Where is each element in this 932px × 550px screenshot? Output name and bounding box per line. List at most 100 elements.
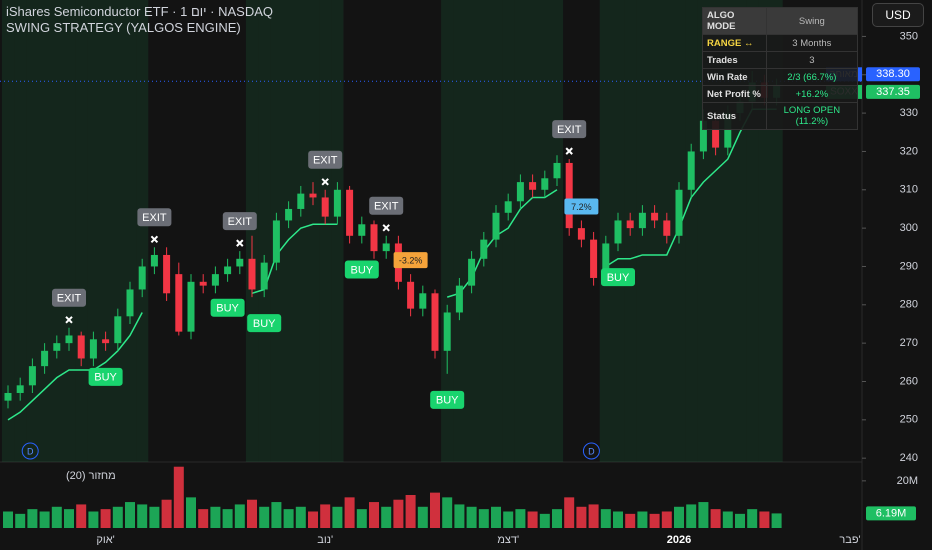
candle-body xyxy=(455,285,463,313)
volume-bar xyxy=(613,511,623,528)
long-band xyxy=(599,0,612,462)
y-tick-label: 270 xyxy=(900,337,918,349)
long-band xyxy=(453,0,466,462)
long-band xyxy=(111,0,124,462)
candle-body xyxy=(16,385,24,393)
table-cell: ALGO MODE xyxy=(702,7,767,35)
candle-body xyxy=(150,254,158,267)
volume-bar xyxy=(64,509,74,528)
table-cell: LONG OPEN (11.2%) xyxy=(765,102,859,130)
candle-body xyxy=(590,239,598,278)
candle-body xyxy=(370,224,378,252)
candle-body xyxy=(407,281,415,309)
long-band xyxy=(550,0,564,462)
candle-body xyxy=(480,239,488,259)
currency-button[interactable]: USD xyxy=(872,3,924,27)
volume-bar xyxy=(393,499,404,528)
candle-body xyxy=(468,258,476,286)
candle-body xyxy=(163,254,171,294)
signal-box xyxy=(137,208,172,227)
volume-bar xyxy=(161,499,172,528)
volume-bar xyxy=(149,506,160,528)
y-tick-label: 250 xyxy=(900,414,918,426)
header: iShares Semiconductor ETF · 1 יום · NASD… xyxy=(6,4,273,36)
subtitle: SWING STRATEGY (YALGOS ENGINE) xyxy=(6,20,241,35)
volume-bar xyxy=(527,511,538,528)
table-cell: 3 xyxy=(765,51,859,69)
volume-tag xyxy=(866,506,916,521)
candle-body xyxy=(309,193,317,198)
signal-box xyxy=(308,150,343,169)
signal-box xyxy=(552,120,587,139)
long-band xyxy=(14,0,27,462)
signal-label: EXIT xyxy=(142,212,167,224)
signal-label: BUY xyxy=(94,372,117,384)
candle-body xyxy=(504,201,512,213)
long-band xyxy=(245,0,259,462)
price-tag xyxy=(866,67,920,82)
candle-body xyxy=(699,120,707,152)
candle-body xyxy=(577,228,585,240)
candle-body xyxy=(211,274,219,286)
volume-bar xyxy=(137,504,148,528)
y-tick-label: 240 xyxy=(900,452,918,464)
candle-body xyxy=(614,220,622,244)
trade-result-box xyxy=(393,252,428,269)
volume-bar xyxy=(173,466,184,528)
exit-cross xyxy=(65,316,73,324)
candle-body xyxy=(663,220,671,236)
candle-body xyxy=(553,162,561,179)
candle-body xyxy=(114,316,122,344)
volume-bar xyxy=(539,513,550,528)
table-row: Win Rate 2/3 (66.7%) xyxy=(702,68,859,86)
candle-body xyxy=(260,262,268,290)
candle-body xyxy=(541,178,549,190)
table-cell: Trades xyxy=(702,51,767,69)
candle-body xyxy=(187,281,195,332)
candle-body xyxy=(236,258,244,267)
signal-label: BUY xyxy=(350,264,373,276)
x-tick-label: 2026 xyxy=(667,534,691,546)
candle-body xyxy=(492,212,500,240)
volume-bar xyxy=(51,506,62,528)
volume-bar xyxy=(588,504,599,528)
volume-bar xyxy=(234,504,245,528)
volume-bar xyxy=(625,513,636,528)
volume-bar xyxy=(661,511,672,528)
title: iShares Semiconductor ETF · 1 יום · NASD… xyxy=(6,4,274,19)
volume-bar xyxy=(637,511,648,528)
long-band xyxy=(50,0,63,462)
signal-label: EXIT xyxy=(313,155,338,167)
candle-body xyxy=(516,182,524,202)
candle-body xyxy=(297,193,305,209)
volume-bar xyxy=(320,504,331,528)
volume-bar xyxy=(381,506,392,528)
candle-body xyxy=(285,208,293,221)
candle-body xyxy=(602,243,610,278)
volume-bar xyxy=(271,502,282,528)
trailing-stop-line xyxy=(7,312,143,421)
long-band xyxy=(319,0,332,462)
x-tick-label: נוב' xyxy=(317,534,333,546)
y-tick-label: 350 xyxy=(900,30,918,42)
candle-body xyxy=(77,335,85,359)
candle-body xyxy=(53,343,61,351)
y-tick-label: 300 xyxy=(900,222,918,234)
x-tick-label: פבר' xyxy=(839,534,860,546)
candle-body xyxy=(224,266,232,275)
candle-body xyxy=(529,182,537,190)
volume-bar xyxy=(747,509,758,528)
volume-bar xyxy=(564,497,575,528)
volume-bar xyxy=(125,502,135,528)
candle-body xyxy=(443,312,451,351)
volume-bar xyxy=(600,509,611,528)
candle-body xyxy=(65,335,73,344)
candle-body xyxy=(626,220,634,229)
dividend-label: D xyxy=(588,446,595,456)
y-tick-label: 290 xyxy=(900,260,918,272)
volume-bar xyxy=(308,511,318,528)
volume-bar xyxy=(491,506,501,528)
signal-label: BUY xyxy=(253,318,276,330)
table-row: RANGE ↔ 3 Months xyxy=(702,34,859,52)
